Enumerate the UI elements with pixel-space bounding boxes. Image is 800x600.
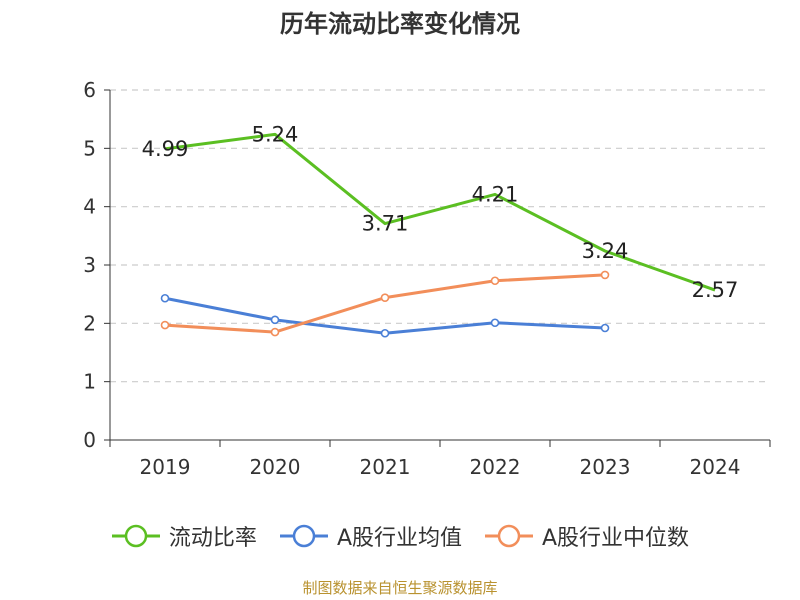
y-tick-label: 1 <box>83 370 96 394</box>
data-point <box>270 315 280 325</box>
legend-item[interactable]: 流动比率 <box>111 520 257 552</box>
legend-line-icon <box>279 524 328 548</box>
legend-label: A股行业中位数 <box>542 526 690 551</box>
data-label: 2.57 <box>692 278 739 302</box>
y-tick-label: 0 <box>83 428 96 452</box>
y-tick-label: 3 <box>83 253 96 277</box>
legend-item[interactable]: A股行业均值 <box>279 520 462 552</box>
data-point <box>380 293 390 302</box>
chart-title: 历年流动比率变化情况 <box>280 10 520 38</box>
x-tick-label: 2024 <box>690 455 741 479</box>
axes: 0 1 2 3 4 5 6 2019 2020 2021 2022 2023 2024 <box>83 78 771 479</box>
data-label: 4.21 <box>472 182 519 206</box>
data-point <box>270 327 280 337</box>
legend-item[interactable]: A股行业中位数 <box>484 520 689 552</box>
source-note: 制图数据来自恒生聚源数据库 <box>302 579 498 597</box>
data-label: 4.99 <box>142 137 189 161</box>
data-labels: 4.99 5.24 3.71 4.21 3.24 2.57 <box>142 122 739 302</box>
y-tick-label: 2 <box>83 311 96 335</box>
legend-marker <box>497 524 521 548</box>
series-lines <box>164 132 716 335</box>
data-label: 3.24 <box>582 239 629 263</box>
x-tick-label: 2022 <box>470 455 521 479</box>
y-tick-label: 6 <box>83 78 96 102</box>
data-point <box>380 328 390 338</box>
legend-marker <box>292 524 316 548</box>
y-tick-label: 4 <box>83 195 96 219</box>
legend: 流动比率 A股行业均值 A股行业中位数 <box>0 518 800 554</box>
data-point <box>600 270 610 280</box>
data-label: 3.71 <box>362 212 409 236</box>
legend-label: 流动比率 <box>168 526 257 551</box>
data-point <box>490 318 500 328</box>
series-points <box>160 270 610 338</box>
data-point <box>600 323 610 333</box>
x-tick-label: 2020 <box>250 455 301 479</box>
legend-line-icon <box>111 524 160 548</box>
x-tick-label: 2021 <box>360 455 411 479</box>
legend-label: A股行业均值 <box>336 526 462 551</box>
x-tick-label: 2023 <box>580 455 631 479</box>
series-line-0 <box>164 132 716 292</box>
x-tick-label: 2019 <box>140 455 191 479</box>
legend-marker <box>124 524 148 548</box>
data-point <box>160 293 170 303</box>
data-label: 5.24 <box>252 122 299 146</box>
y-tick-label: 5 <box>83 136 96 160</box>
grid-lines <box>110 89 770 383</box>
legend-line-icon <box>485 524 533 548</box>
data-point <box>160 320 170 330</box>
data-point <box>490 276 500 286</box>
